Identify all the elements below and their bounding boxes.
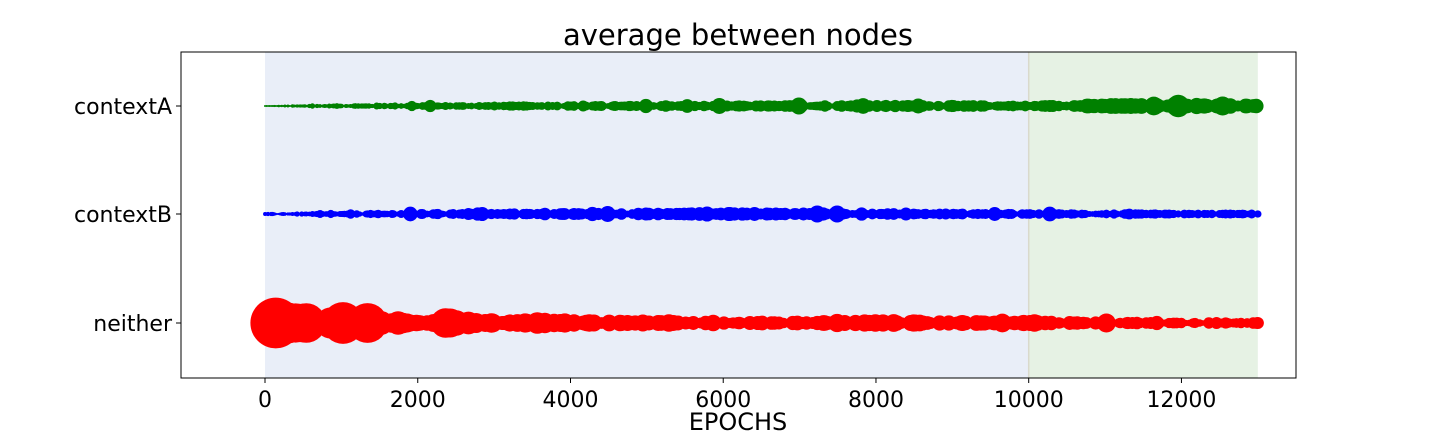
x-axis-label: EPOCHS <box>689 408 788 432</box>
data-point-contextA <box>1253 101 1262 111</box>
data-point-contextA <box>277 104 281 108</box>
axes-frame <box>180 51 1297 379</box>
data-point-contextB <box>294 211 300 217</box>
data-point-contextA <box>267 105 270 107</box>
plot-area: 0 2000 4000 6000 8000 10000 12000 contextA conte… <box>74 51 1297 413</box>
data-point-contextB <box>1254 210 1262 218</box>
chart-title: average between nodes <box>563 18 913 52</box>
data-point-contextB <box>276 212 279 216</box>
data-point-contextA <box>288 105 291 107</box>
data-point-contextA <box>265 105 268 107</box>
x-tick-label: 2000 <box>390 388 446 413</box>
x-tick-label: 4000 <box>542 388 598 413</box>
x-tick-label: 10000 <box>994 388 1064 413</box>
series-contextA <box>264 94 1264 118</box>
data-point-contextB <box>283 212 287 216</box>
y-tick-label-contextA: contextA <box>74 95 172 120</box>
data-point-contextA <box>264 105 267 107</box>
data-point-contextA <box>268 105 271 107</box>
data-point-contextA <box>286 104 290 108</box>
data-point-contextA <box>270 105 273 107</box>
y-tick-label-contextB: contextB <box>74 203 172 228</box>
x-tick-label: 12000 <box>1146 388 1216 413</box>
x-tick-label: 0 <box>258 388 272 413</box>
data-point-contextA <box>280 104 284 108</box>
data-point-contextB <box>274 212 277 216</box>
data-point-contextA <box>326 103 332 109</box>
x-tick-label: 6000 <box>695 388 751 413</box>
data-point-contextA <box>283 104 287 108</box>
series-contextB <box>263 205 1262 223</box>
data-point-contextA <box>318 104 322 108</box>
data-point-contextA <box>274 105 277 107</box>
y-tick-label-neither: neither <box>93 312 173 337</box>
series-neither <box>250 297 1264 349</box>
data-point-neither <box>1251 316 1264 330</box>
data-point-contextA <box>271 104 274 108</box>
data-point-contextA <box>273 104 276 108</box>
data-point-contextA <box>309 103 316 109</box>
x-tick-label: 8000 <box>848 388 904 413</box>
